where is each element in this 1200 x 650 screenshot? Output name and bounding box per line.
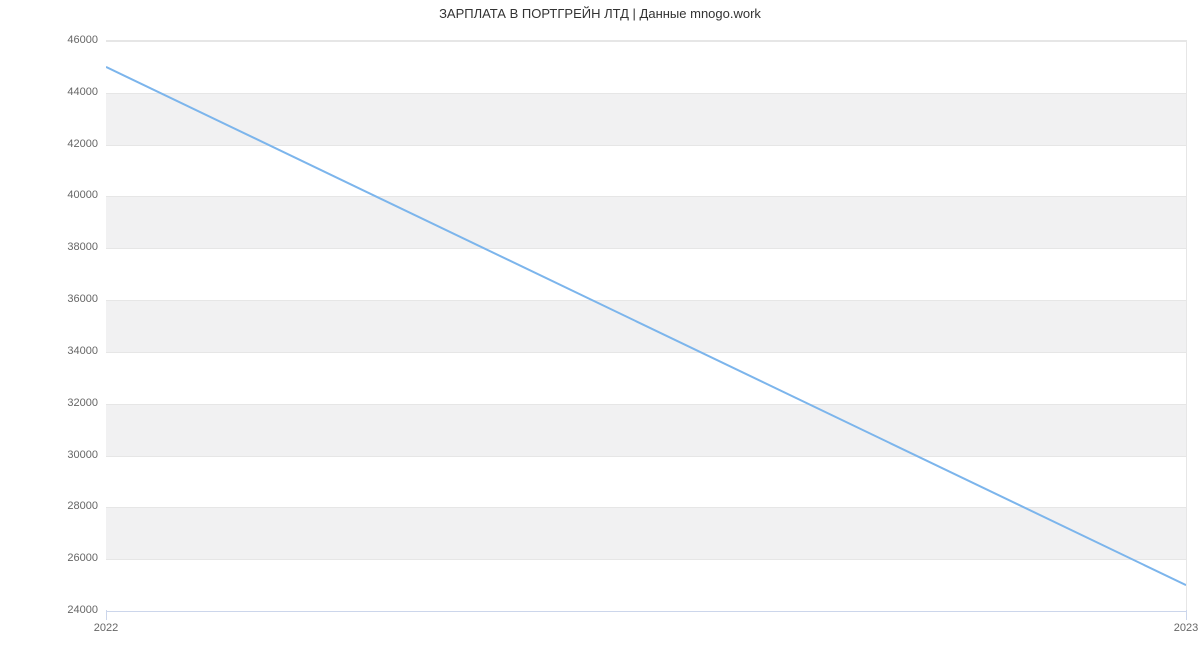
x-tick-label: 2022 (94, 622, 118, 634)
y-tick-label: 36000 (0, 293, 98, 305)
x-axis-line (106, 611, 1186, 612)
y-tick-label: 44000 (0, 86, 98, 98)
x-tick-label: 2023 (1174, 622, 1198, 634)
series-line-salary (106, 67, 1186, 585)
plot-area (106, 40, 1187, 611)
y-tick-label: 46000 (0, 34, 98, 46)
chart-title: ЗАРПЛАТА В ПОРТГРЕЙН ЛТД | Данные mnogo.… (0, 6, 1200, 21)
y-tick-label: 42000 (0, 138, 98, 150)
salary-line-chart: ЗАРПЛАТА В ПОРТГРЕЙН ЛТД | Данные mnogo.… (0, 0, 1200, 650)
y-tick-label: 26000 (0, 552, 98, 564)
y-tick-label: 30000 (0, 449, 98, 461)
x-tick-mark (1186, 610, 1187, 620)
y-tick-label: 28000 (0, 500, 98, 512)
y-tick-label: 24000 (0, 604, 98, 616)
y-tick-label: 40000 (0, 189, 98, 201)
y-tick-label: 32000 (0, 397, 98, 409)
line-series (106, 41, 1186, 611)
y-tick-label: 38000 (0, 241, 98, 253)
x-tick-mark (106, 610, 107, 620)
y-tick-label: 34000 (0, 345, 98, 357)
